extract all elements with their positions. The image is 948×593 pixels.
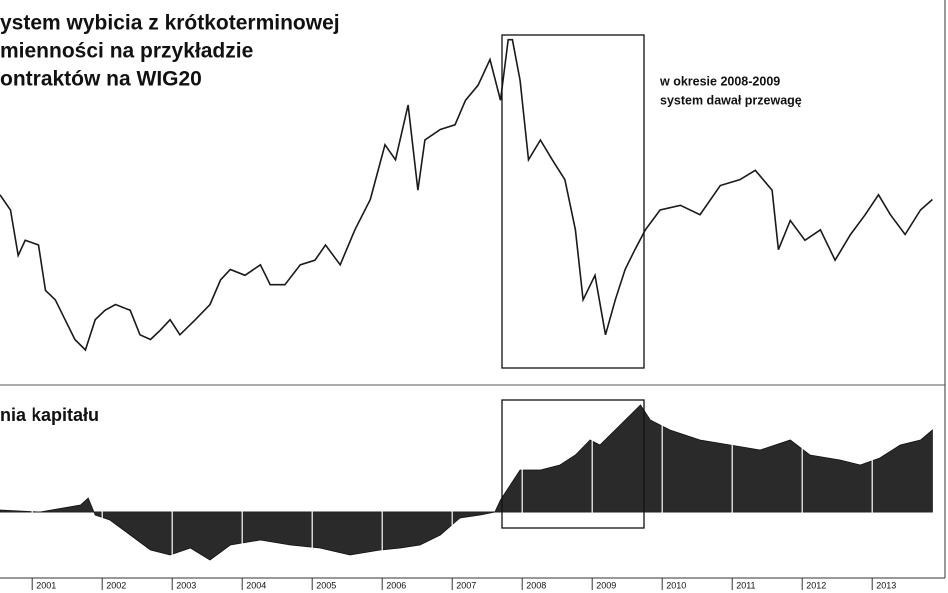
x-tick-label: 2004 xyxy=(246,580,266,590)
x-tick-label: 2010 xyxy=(666,580,686,590)
x-tick-label: 2002 xyxy=(106,580,126,590)
x-tick-label: 2011 xyxy=(736,580,755,590)
x-tick-label: 2001 xyxy=(36,580,56,590)
x-tick-label: 2013 xyxy=(876,580,896,590)
x-tick-label: 2008 xyxy=(526,580,546,590)
title-line: mienności na przykładzie xyxy=(0,40,253,63)
annotation: w okresie 2008-2009 xyxy=(659,74,780,88)
x-tick-label: 2012 xyxy=(806,580,826,590)
x-tick-label: 2009 xyxy=(596,580,616,590)
title-line: ontraktów na WIG20 xyxy=(0,68,202,91)
highlight-box xyxy=(501,399,645,529)
highlight-box xyxy=(501,34,645,369)
x-tick-label: 2003 xyxy=(176,580,196,590)
x-tick-label: 2006 xyxy=(386,580,406,590)
x-tick-label: 2007 xyxy=(456,580,476,590)
price-line xyxy=(0,38,933,352)
title-line: ystem wybicia z krótkoterminowej xyxy=(0,12,340,35)
annotation: system dawał przewagę xyxy=(660,93,802,107)
x-tick-label: 2005 xyxy=(316,580,336,590)
equity-area xyxy=(0,404,933,561)
panel-title: nia kapitału xyxy=(0,405,99,425)
plot-area: 2001 2002 2003 2004 2005 2006 2007 2008 2009 2010… xyxy=(0,38,933,590)
